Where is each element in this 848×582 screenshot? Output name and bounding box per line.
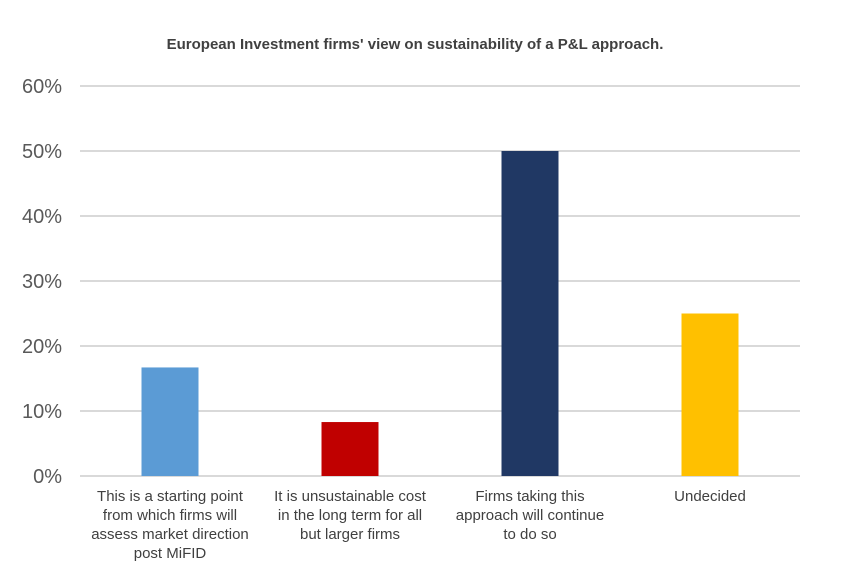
bar — [681, 313, 739, 476]
y-tick-label: 30% — [22, 271, 62, 293]
x-category-label: Firms taking this approach will continue t… — [456, 488, 604, 543]
y-tick-label: 40% — [22, 206, 62, 228]
y-tick-label: 10% — [22, 401, 62, 423]
bar — [501, 151, 559, 476]
y-tick-label: 60% — [22, 76, 62, 98]
x-category-label: It is unsustainable cost in the long term… — [274, 488, 427, 543]
x-category-label: This is a starting point from which firms… — [91, 488, 249, 562]
bars — [141, 151, 739, 476]
y-axis-tick-labels: 0% 10% 20% 30% 40% 50% 60% — [22, 76, 62, 488]
x-axis-category-labels: This is a starting point from which firms… — [91, 488, 746, 562]
bar — [141, 367, 199, 476]
chart-title: European Investment firms' view on susta… — [167, 36, 664, 53]
bar — [321, 422, 379, 476]
gridlines — [80, 85, 800, 477]
y-tick-label: 0% — [33, 466, 62, 488]
y-tick-label: 20% — [22, 336, 62, 358]
x-category-label: Undecided — [674, 488, 746, 505]
y-tick-label: 50% — [22, 141, 62, 163]
